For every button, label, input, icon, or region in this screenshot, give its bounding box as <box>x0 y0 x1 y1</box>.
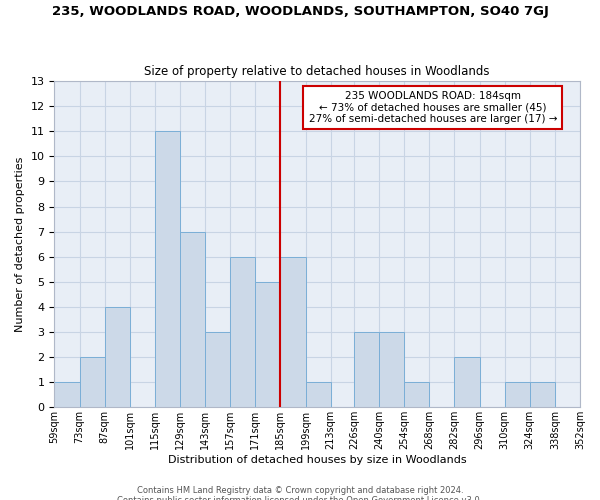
Bar <box>454 357 479 408</box>
Bar <box>180 232 205 408</box>
Text: 235 WOODLANDS ROAD: 184sqm
← 73% of detached houses are smaller (45)
27% of semi: 235 WOODLANDS ROAD: 184sqm ← 73% of deta… <box>308 91 557 124</box>
Y-axis label: Number of detached properties: Number of detached properties <box>15 156 25 332</box>
Bar <box>530 382 555 407</box>
Bar <box>379 332 404 407</box>
Title: Size of property relative to detached houses in Woodlands: Size of property relative to detached ho… <box>145 66 490 78</box>
Bar <box>280 256 305 408</box>
Bar <box>230 256 256 408</box>
Bar <box>256 282 280 408</box>
Text: Contains HM Land Registry data © Crown copyright and database right 2024.: Contains HM Land Registry data © Crown c… <box>137 486 463 495</box>
Bar <box>305 382 331 407</box>
Bar <box>55 382 80 407</box>
Bar <box>155 131 180 407</box>
Text: 235, WOODLANDS ROAD, WOODLANDS, SOUTHAMPTON, SO40 7GJ: 235, WOODLANDS ROAD, WOODLANDS, SOUTHAMP… <box>52 5 548 18</box>
Bar <box>205 332 230 407</box>
Bar <box>505 382 530 407</box>
Bar <box>354 332 379 407</box>
Bar <box>104 307 130 408</box>
X-axis label: Distribution of detached houses by size in Woodlands: Distribution of detached houses by size … <box>168 455 467 465</box>
Bar <box>404 382 430 407</box>
Text: Contains public sector information licensed under the Open Government Licence v3: Contains public sector information licen… <box>118 496 482 500</box>
Bar <box>80 357 104 408</box>
